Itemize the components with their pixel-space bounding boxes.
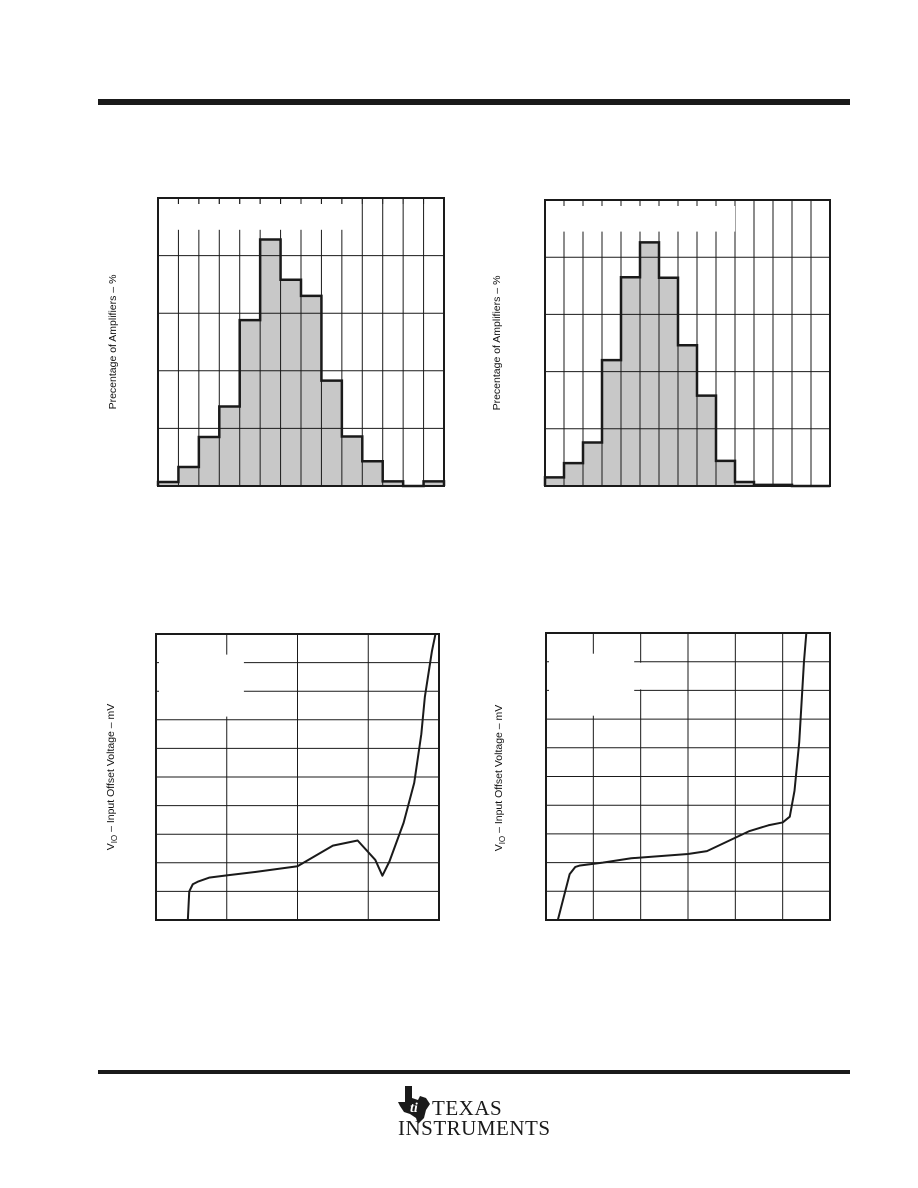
hist-right-bar-1 (564, 463, 583, 486)
hist-right-ylabel: Precentage of Amplifiers – % (491, 275, 503, 411)
chart-vio-right (545, 632, 831, 921)
hist-left-ylabel: Precentage of Amplifiers – % (107, 274, 119, 410)
hist-right-bar-6 (659, 277, 678, 486)
hist-left-bar-8 (321, 380, 342, 486)
vio-left-frame (155, 633, 440, 921)
hist-left-frame (157, 197, 445, 487)
chart-hist-right (543, 199, 831, 488)
hist-left-bar-10 (362, 461, 383, 486)
hist-left-bar-1 (178, 466, 199, 486)
hist-left-bar-11 (382, 481, 404, 486)
hist-right-bar-0 (545, 477, 564, 486)
chart-vio-left (155, 633, 440, 921)
ti-state-logo-icon: ti (398, 1086, 430, 1124)
hist-left-bar-4 (239, 320, 261, 486)
hist-left-bar-9 (341, 436, 363, 486)
hist-right-bar-7 (678, 345, 697, 486)
hist-left-legend-box (160, 204, 349, 230)
hist-left-bar-7 (301, 295, 322, 486)
vio-right-legend-box-2 (549, 662, 686, 690)
vio-left-ylabel: VIO – Input Offset Voltage – mV (104, 703, 120, 851)
header-rule (98, 99, 850, 105)
hist-right-bar-4 (621, 277, 640, 486)
hist-right-bar-2 (583, 442, 602, 486)
logo-line2: INSTRUMENTS (398, 1116, 551, 1140)
hist-right-legend-box (547, 206, 736, 232)
hist-left-bar-5 (260, 239, 281, 486)
hist-right-bar-8 (697, 395, 716, 486)
hist-left-bar-6 (280, 279, 301, 486)
ti-logo: ti TEXAS INSTRUMENTS (396, 1082, 556, 1142)
hist-left-bar-0 (158, 481, 179, 486)
vio-left-legend-box-2 (159, 663, 295, 691)
vio-right-curve (556, 632, 808, 921)
hist-right-bar-10 (735, 481, 754, 486)
logo-line1: TEXAS (432, 1096, 503, 1120)
chart-vio-left-svg (155, 633, 440, 921)
chart-hist-left-svg (156, 197, 446, 488)
vio-left-curve (186, 633, 437, 921)
hist-right-bar-5 (640, 242, 659, 486)
hist-right-bar-9 (716, 460, 735, 486)
svg-text:ti: ti (410, 1101, 418, 1116)
hist-right-frame (544, 199, 831, 487)
chart-hist-left (156, 197, 446, 488)
hist-left-outline (156, 238, 446, 488)
hist-right-outline (543, 241, 830, 488)
hist-left-bar-3 (219, 406, 240, 486)
footer-rule (98, 1070, 850, 1074)
vio-right-frame (545, 632, 831, 921)
hist-left-bar-13 (423, 481, 444, 486)
hist-right-bar-3 (602, 360, 621, 486)
chart-vio-right-svg (545, 632, 831, 921)
vio-right-ylabel: VIO – Input Offset Voltage – mV (492, 704, 508, 852)
chart-hist-right-svg (543, 199, 831, 488)
hist-left-bar-2 (198, 437, 220, 486)
